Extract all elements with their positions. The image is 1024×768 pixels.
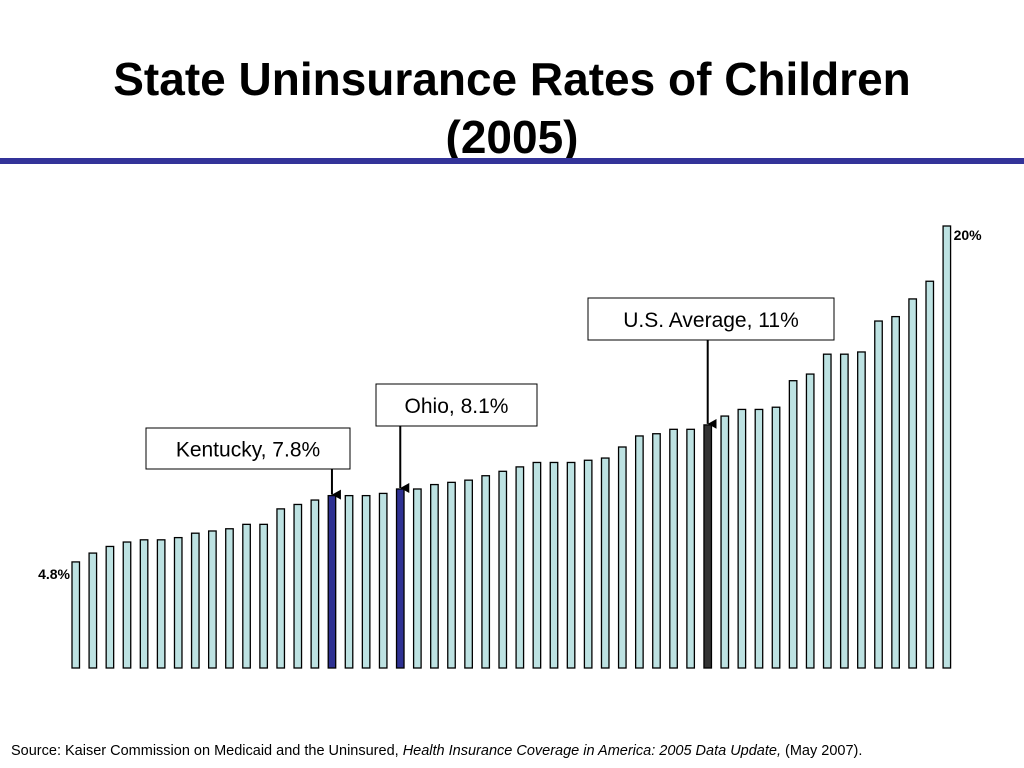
callout-box-us-average: [587, 297, 835, 341]
callout-label-us-average: U.S. Average, 11%: [623, 309, 799, 332]
bar: [344, 494, 354, 669]
bar: [874, 320, 883, 669]
bar: [720, 415, 730, 669]
bar: [839, 353, 849, 669]
bar-chart: 4.8% 20% Kentucky, 7.8% Ohio, 8.1% U.S. Ave…: [38, 225, 982, 669]
bar: [71, 561, 81, 669]
bar: [788, 380, 798, 669]
bar: [310, 499, 320, 669]
chart-title: State Uninsurance Rates of Children (200…: [0, 50, 1024, 166]
callouts: Kentucky, 7.8% Ohio, 8.1% U.S. Average, 11…: [145, 297, 835, 500]
bar: [634, 435, 644, 669]
bar: [412, 488, 422, 669]
bar: [566, 461, 576, 669]
bar-us-average: [703, 424, 713, 669]
callout-label-ohio: Ohio, 8.1%: [405, 395, 509, 418]
chart-title-line-2: (2005): [445, 111, 579, 163]
bar: [771, 406, 781, 669]
bar: [88, 552, 98, 669]
bar: [190, 532, 200, 669]
bar: [754, 408, 764, 669]
source-suffix: (May 2007).: [781, 743, 863, 759]
bar: [908, 298, 918, 669]
callout-kentucky: Kentucky, 7.8%: [145, 427, 351, 500]
bar: [156, 539, 166, 669]
callout-ohio: Ohio, 8.1%: [375, 383, 538, 493]
bar: [173, 536, 183, 669]
bar: [498, 470, 508, 669]
bar: [822, 353, 832, 669]
bar: [242, 523, 251, 669]
bar: [532, 461, 542, 669]
bar: [378, 492, 388, 669]
bar: [361, 494, 371, 669]
bar: [225, 528, 234, 669]
bar: [942, 225, 952, 669]
callout-box-kentucky: [145, 427, 351, 470]
source-note: Source: Kaiser Commission on Medicaid an…: [11, 743, 1021, 759]
bar: [430, 483, 439, 669]
value-label-max: 20%: [954, 227, 983, 243]
bar: [583, 459, 593, 669]
bar: [447, 481, 456, 669]
bar: [669, 428, 678, 669]
bar-ohio: [395, 488, 405, 669]
bar: [549, 461, 559, 669]
bar: [515, 466, 525, 669]
bar: [857, 351, 866, 669]
bar: [925, 280, 935, 669]
bar: [139, 539, 149, 669]
bar: [617, 446, 627, 669]
bar-kentucky: [327, 494, 337, 669]
bar: [259, 523, 269, 669]
bar: [737, 408, 747, 669]
bar: [652, 433, 661, 669]
bar: [207, 530, 217, 669]
bar: [805, 373, 815, 669]
value-label-min: 4.8%: [38, 566, 70, 582]
bar: [686, 428, 696, 669]
source-publication: Health Insurance Coverage in America: 20…: [402, 743, 781, 759]
chart-title-line-1: State Uninsurance Rates of Children: [113, 53, 911, 105]
bar: [122, 541, 132, 669]
bar-series: [71, 225, 952, 669]
bar: [105, 545, 115, 669]
title-divider: [0, 158, 1024, 164]
callout-us-average: U.S. Average, 11%: [587, 297, 835, 429]
callout-label-kentucky: Kentucky, 7.8%: [176, 439, 320, 462]
bar: [891, 315, 900, 669]
value-labels: 4.8% 20%: [38, 227, 982, 582]
source-prefix: Source: Kaiser Commission on Medicaid an…: [11, 743, 403, 759]
bar: [276, 508, 286, 669]
bar: [464, 479, 473, 669]
bar: [481, 475, 491, 669]
bar: [600, 457, 610, 669]
callout-box-ohio: [375, 383, 538, 427]
bar: [293, 503, 303, 669]
